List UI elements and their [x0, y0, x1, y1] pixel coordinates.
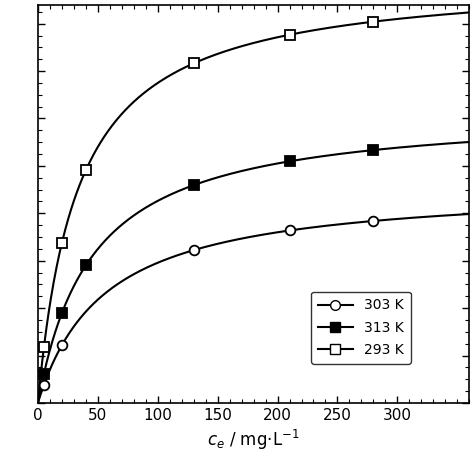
- Line: 293 K: 293 K: [39, 17, 378, 352]
- 313 K: [287, 158, 292, 164]
- 293 K: [371, 19, 376, 25]
- 293 K: [41, 345, 47, 350]
- 313 K: [41, 371, 47, 377]
- 303 K: [287, 228, 292, 233]
- 293 K: [59, 240, 65, 246]
- X-axis label: $c_{e}$ / mg·L$^{-1}$: $c_{e}$ / mg·L$^{-1}$: [207, 428, 300, 452]
- 293 K: [83, 167, 89, 173]
- 303 K: [41, 382, 47, 388]
- Legend: 303 K, 313 K, 293 K: 303 K, 313 K, 293 K: [311, 292, 410, 364]
- 293 K: [287, 32, 292, 37]
- 303 K: [59, 342, 65, 348]
- 313 K: [371, 147, 376, 153]
- 293 K: [191, 61, 197, 66]
- 313 K: [83, 263, 89, 268]
- 313 K: [59, 310, 65, 316]
- Line: 313 K: 313 K: [39, 145, 378, 379]
- 313 K: [191, 182, 197, 188]
- Line: 303 K: 303 K: [39, 216, 378, 390]
- 303 K: [371, 218, 376, 224]
- 303 K: [191, 247, 197, 253]
